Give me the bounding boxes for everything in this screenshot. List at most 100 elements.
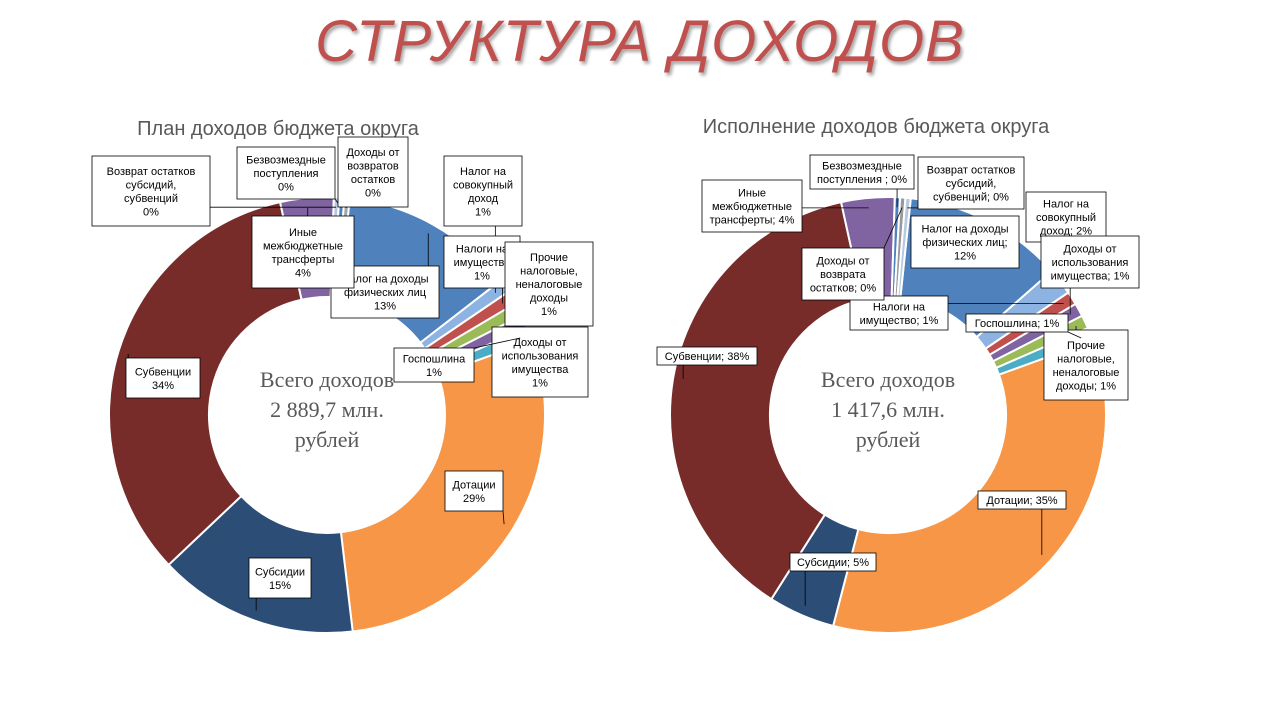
label-text: трансферты; 4% xyxy=(710,215,795,227)
label-text: остатков xyxy=(351,174,396,186)
chart-title: Исполнение доходов бюджета округа xyxy=(703,116,1050,138)
label-box xyxy=(393,347,475,383)
label-text: Безвозмездные xyxy=(822,160,902,172)
leader-line xyxy=(1067,331,1082,339)
leader-line xyxy=(883,207,903,249)
label-box xyxy=(801,247,885,301)
label-box xyxy=(1025,191,1107,243)
label-box xyxy=(444,470,504,512)
label-text: поступления xyxy=(254,168,319,180)
label-text: 34% xyxy=(152,380,174,392)
label-text: Доходы от xyxy=(513,337,566,349)
data-label-дотации: Дотации 29% xyxy=(444,470,505,525)
execution-doughnut-chart: Исполнение доходов бюджета округа Всего д… xyxy=(656,116,1140,634)
label-box xyxy=(917,156,1025,210)
label-text: трансферты xyxy=(272,254,335,266)
label-text: имущество xyxy=(454,257,511,269)
label-text: остатков; 0% xyxy=(810,283,877,295)
label-text: доходы; 1% xyxy=(1056,380,1116,392)
center-text-line: Всего доходов xyxy=(821,367,955,392)
label-box xyxy=(809,154,915,190)
label-box xyxy=(443,155,523,227)
label-text: Доходы от xyxy=(346,147,399,159)
label-text: субвенций xyxy=(124,193,178,205)
label-text: Госпошлина xyxy=(403,353,466,365)
label-box xyxy=(91,155,211,227)
label-box xyxy=(236,146,336,200)
label-text: Субвенции; 38% xyxy=(665,351,750,363)
label-text: физических лиц xyxy=(344,287,427,299)
label-text: налоговые, xyxy=(1057,353,1115,365)
label-text: Дотации; 35% xyxy=(986,495,1057,507)
label-text: 1% xyxy=(474,271,490,283)
label-text: доходы xyxy=(530,293,568,305)
center-text-line: 1 417,6 млн. xyxy=(831,397,945,422)
label-text: 29% xyxy=(463,493,485,505)
label-text: Налоги на xyxy=(873,301,926,313)
label-text: субсидий, xyxy=(126,179,177,191)
label-text: 15% xyxy=(269,580,291,592)
label-text: Возврат остатков xyxy=(927,165,1016,177)
label-text: Иные xyxy=(738,188,766,200)
label-text: Налог на xyxy=(1043,199,1090,211)
label-box xyxy=(977,490,1067,510)
data-label-госпошлина: Госпошлина 1% xyxy=(393,337,521,383)
label-text: возвратов xyxy=(347,160,399,172)
label-box xyxy=(248,557,312,599)
label-text: Прочие xyxy=(1067,340,1105,352)
page-title: СТРУКТУРА ДОХОДОВ xyxy=(315,9,965,74)
center-text-line: рублей xyxy=(295,427,360,452)
data-label-субсидии: Субсидии; 5% xyxy=(789,552,877,606)
data-label-дотации: Дотации; 35% xyxy=(977,490,1067,556)
label-text: Субсидии; 5% xyxy=(797,557,869,569)
label-text: поступления ; 0% xyxy=(817,174,907,186)
label-box xyxy=(656,346,758,366)
slice-субвенции xyxy=(108,200,303,567)
leader-line xyxy=(502,510,505,525)
label-text: Налог на доходы xyxy=(921,224,1008,236)
label-text: 12% xyxy=(954,251,976,263)
label-text: совокупный xyxy=(1036,212,1096,224)
label-text: возврата xyxy=(820,269,867,281)
slice-дотации xyxy=(831,339,1107,634)
label-box xyxy=(789,552,877,572)
label-text: Налоги на xyxy=(456,244,509,256)
label-text: использования xyxy=(1052,257,1129,269)
label-text: Субвенции xyxy=(135,366,191,378)
label-text: 13% xyxy=(374,301,396,313)
label-box xyxy=(701,179,803,233)
label-text: имущества xyxy=(512,364,570,376)
label-box xyxy=(1043,329,1129,401)
label-box xyxy=(125,357,201,399)
label-text: налоговые, xyxy=(520,266,578,278)
label-text: Возврат остатков xyxy=(107,166,196,178)
data-label-госпошлина: Госпошлина; 1% xyxy=(965,313,1082,339)
chart-title: План доходов бюджета округа xyxy=(137,118,420,140)
label-text: 1% xyxy=(426,367,442,379)
center-text-line: 2 889,7 млн. xyxy=(270,397,384,422)
label-text: 1% xyxy=(541,306,557,318)
label-box xyxy=(965,313,1069,333)
label-text: Госпошлина; 1% xyxy=(975,318,1060,330)
label-box xyxy=(910,215,1020,269)
label-text: 1% xyxy=(532,377,548,389)
data-label-безвозмездные-поступления: Безвозмездные поступления ; 0% xyxy=(809,154,915,208)
label-text: 0% xyxy=(365,187,381,199)
label-text: межбюджетные xyxy=(712,201,792,213)
center-total: Всего доходов 2 889,7 млн. рублей xyxy=(260,367,394,452)
label-box xyxy=(849,295,949,331)
label-text: Иные xyxy=(289,227,317,239)
label-text: 0% xyxy=(143,206,159,218)
label-box xyxy=(1040,235,1140,289)
data-label-налоги-на-имущество: Налоги на имущество; 1% xyxy=(849,295,1064,331)
